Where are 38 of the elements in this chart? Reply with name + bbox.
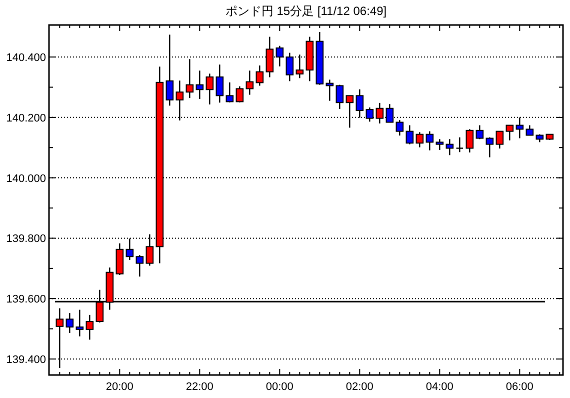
candlestick bbox=[236, 86, 244, 103]
candlestick bbox=[466, 128, 474, 154]
ytick: 139.800 bbox=[6, 233, 46, 246]
candlestick bbox=[476, 124, 484, 140]
title: ポンド円 15分足 [11/12 06:49] bbox=[225, 4, 387, 18]
ytick: 139.600 bbox=[6, 294, 46, 306]
candlestick bbox=[506, 124, 514, 141]
candlestick bbox=[216, 64, 224, 104]
candlestick bbox=[526, 124, 534, 136]
xtick: 04:00 bbox=[426, 381, 454, 393]
candlestick bbox=[396, 120, 404, 136]
candlestick bbox=[246, 70, 254, 96]
candlestick bbox=[86, 314, 94, 340]
ytick: 139.400 bbox=[6, 354, 46, 366]
candlestick bbox=[336, 84, 344, 110]
candlestick bbox=[226, 82, 234, 103]
candlestick bbox=[206, 73, 214, 106]
candlestick bbox=[486, 136, 494, 158]
candlestick bbox=[426, 130, 434, 151]
candlestick bbox=[196, 70, 204, 100]
ytick: 140.200 bbox=[6, 112, 46, 124]
candlestick bbox=[66, 312, 74, 334]
candlestick bbox=[456, 136, 464, 153]
xtick: 20:00 bbox=[106, 381, 134, 393]
ytick: 140.000 bbox=[6, 172, 46, 185]
xtick: 00:00 bbox=[266, 381, 294, 393]
candlestick bbox=[256, 64, 264, 86]
xtick: 06:00 bbox=[506, 381, 534, 393]
candlestick bbox=[496, 130, 504, 150]
candlestick bbox=[406, 124, 414, 145]
xtick: 02:00 bbox=[346, 381, 374, 393]
candlestick bbox=[446, 138, 454, 156]
candlestick bbox=[76, 309, 84, 337]
ytick: 140.400 bbox=[6, 52, 46, 64]
candlestick bbox=[416, 132, 424, 148]
xtick: 22:00 bbox=[186, 381, 214, 393]
candlestick bbox=[436, 138, 444, 151]
candlestick bbox=[136, 254, 144, 278]
